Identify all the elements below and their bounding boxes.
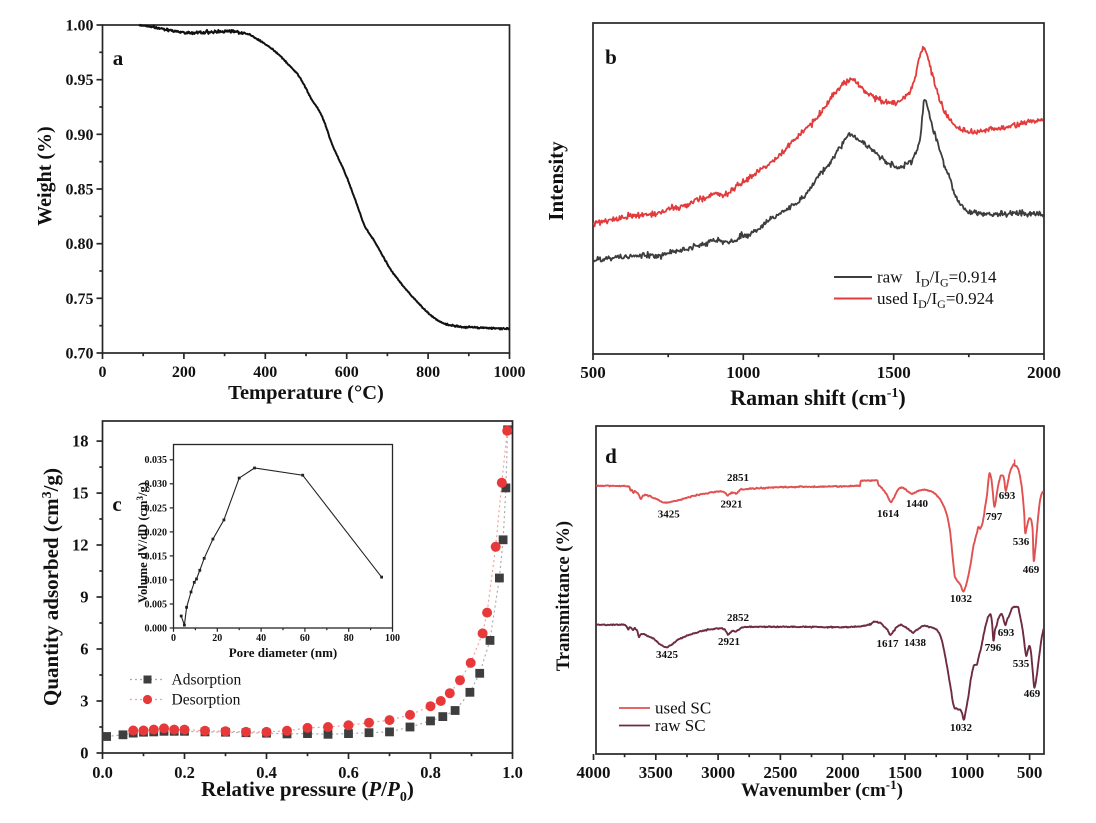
svg-text:15: 15 [72, 484, 89, 503]
svg-text:Volume dV/dD (cm3/g): Volume dV/dD (cm3/g) [135, 482, 150, 603]
svg-text:d: d [605, 444, 617, 468]
svg-text:0.005: 0.005 [145, 599, 168, 610]
svg-text:3500: 3500 [639, 763, 673, 782]
svg-text:0.75: 0.75 [66, 291, 94, 308]
svg-text:1.00: 1.00 [66, 18, 94, 35]
svg-text:536: 536 [1013, 536, 1030, 548]
svg-text:0.025: 0.025 [145, 503, 168, 514]
svg-text:2500: 2500 [763, 763, 797, 782]
svg-text:0: 0 [80, 744, 88, 763]
svg-text:Weight (%): Weight (%) [34, 126, 56, 225]
svg-text:2921: 2921 [718, 636, 740, 648]
svg-text:Raman shift (cm-1): Raman shift (cm-1) [730, 385, 905, 410]
svg-text:0.70: 0.70 [66, 346, 94, 363]
svg-text:used ID/IG=0.924: used ID/IG=0.924 [877, 289, 994, 311]
svg-text:12: 12 [72, 536, 89, 555]
svg-text:796: 796 [985, 642, 1002, 654]
svg-text:raw SC: raw SC [655, 716, 706, 735]
svg-text:20: 20 [212, 633, 222, 644]
svg-text:797: 797 [986, 511, 1003, 523]
svg-text:400: 400 [253, 364, 277, 381]
svg-text:535: 535 [1013, 658, 1030, 670]
svg-text:1500: 1500 [877, 363, 911, 382]
svg-text:1617: 1617 [877, 638, 900, 650]
svg-text:4000: 4000 [577, 763, 611, 782]
svg-text:Relative pressure (P/P0): Relative pressure (P/P0) [201, 777, 414, 805]
svg-text:0: 0 [171, 633, 176, 644]
svg-text:1000: 1000 [950, 763, 984, 782]
svg-text:1.0: 1.0 [502, 763, 523, 782]
svg-text:0.4: 0.4 [256, 763, 277, 782]
svg-text:0.0: 0.0 [92, 763, 113, 782]
svg-text:18: 18 [72, 432, 89, 451]
svg-text:0.035: 0.035 [145, 455, 168, 466]
svg-text:40: 40 [256, 633, 266, 644]
svg-text:0.010: 0.010 [145, 575, 168, 586]
svg-text:Temperature (°C): Temperature (°C) [228, 382, 384, 404]
svg-text:0: 0 [99, 364, 107, 381]
svg-text:80: 80 [344, 633, 354, 644]
svg-text:a: a [113, 46, 124, 70]
svg-text:9: 9 [80, 588, 88, 607]
svg-text:693: 693 [999, 490, 1016, 502]
svg-text:c: c [112, 492, 121, 516]
svg-text:0.000: 0.000 [145, 623, 168, 634]
svg-text:0.020: 0.020 [145, 527, 168, 538]
svg-text:693: 693 [998, 627, 1015, 639]
svg-text:Desorption: Desorption [172, 692, 241, 709]
svg-text:500: 500 [1017, 763, 1043, 782]
svg-text:3000: 3000 [701, 763, 735, 782]
svg-text:0.90: 0.90 [66, 127, 94, 144]
svg-text:0.2: 0.2 [174, 763, 195, 782]
svg-text:1032: 1032 [950, 722, 973, 734]
svg-text:b: b [605, 45, 617, 69]
svg-text:2852: 2852 [727, 612, 750, 624]
svg-text:800: 800 [416, 364, 440, 381]
svg-text:raw ID/IG=0.914: raw ID/IG=0.914 [877, 268, 997, 290]
svg-text:1000: 1000 [494, 364, 526, 381]
svg-text:used SC: used SC [655, 699, 711, 718]
svg-text:2000: 2000 [1027, 363, 1061, 382]
svg-text:0.015: 0.015 [145, 551, 168, 562]
svg-text:2921: 2921 [721, 499, 743, 511]
svg-text:2851: 2851 [727, 472, 749, 484]
svg-text:500: 500 [580, 363, 606, 382]
svg-text:1614: 1614 [877, 508, 900, 520]
svg-text:Pore diameter (nm): Pore diameter (nm) [229, 645, 338, 660]
svg-text:6: 6 [80, 640, 88, 659]
svg-text:1438: 1438 [904, 637, 927, 649]
svg-text:469: 469 [1024, 688, 1041, 700]
svg-text:1000: 1000 [726, 363, 760, 382]
svg-text:1500: 1500 [888, 763, 922, 782]
svg-text:Intensity: Intensity [544, 141, 568, 221]
svg-text:2000: 2000 [826, 763, 860, 782]
svg-text:Transmittance (%): Transmittance (%) [554, 521, 574, 671]
svg-text:3425: 3425 [656, 649, 679, 661]
svg-text:0.6: 0.6 [338, 763, 359, 782]
svg-text:Wavenumber (cm-1): Wavenumber (cm-1) [741, 777, 903, 801]
svg-text:600: 600 [335, 364, 359, 381]
svg-text:0.8: 0.8 [420, 763, 441, 782]
svg-text:1440: 1440 [906, 498, 929, 510]
svg-text:0.95: 0.95 [66, 72, 94, 89]
svg-text:200: 200 [172, 364, 196, 381]
svg-text:Adsorption: Adsorption [172, 672, 242, 689]
svg-text:60: 60 [300, 633, 310, 644]
svg-text:469: 469 [1023, 564, 1040, 576]
svg-text:0.85: 0.85 [66, 182, 94, 199]
svg-text:0.030: 0.030 [145, 479, 168, 490]
svg-text:3: 3 [80, 692, 88, 711]
svg-text:100: 100 [385, 633, 400, 644]
svg-text:1032: 1032 [950, 593, 973, 605]
svg-text:3425: 3425 [658, 509, 681, 521]
svg-text:Quantity adsorbed (cm3/g): Quantity adsorbed (cm3/g) [39, 468, 63, 706]
svg-text:0.80: 0.80 [66, 236, 94, 253]
